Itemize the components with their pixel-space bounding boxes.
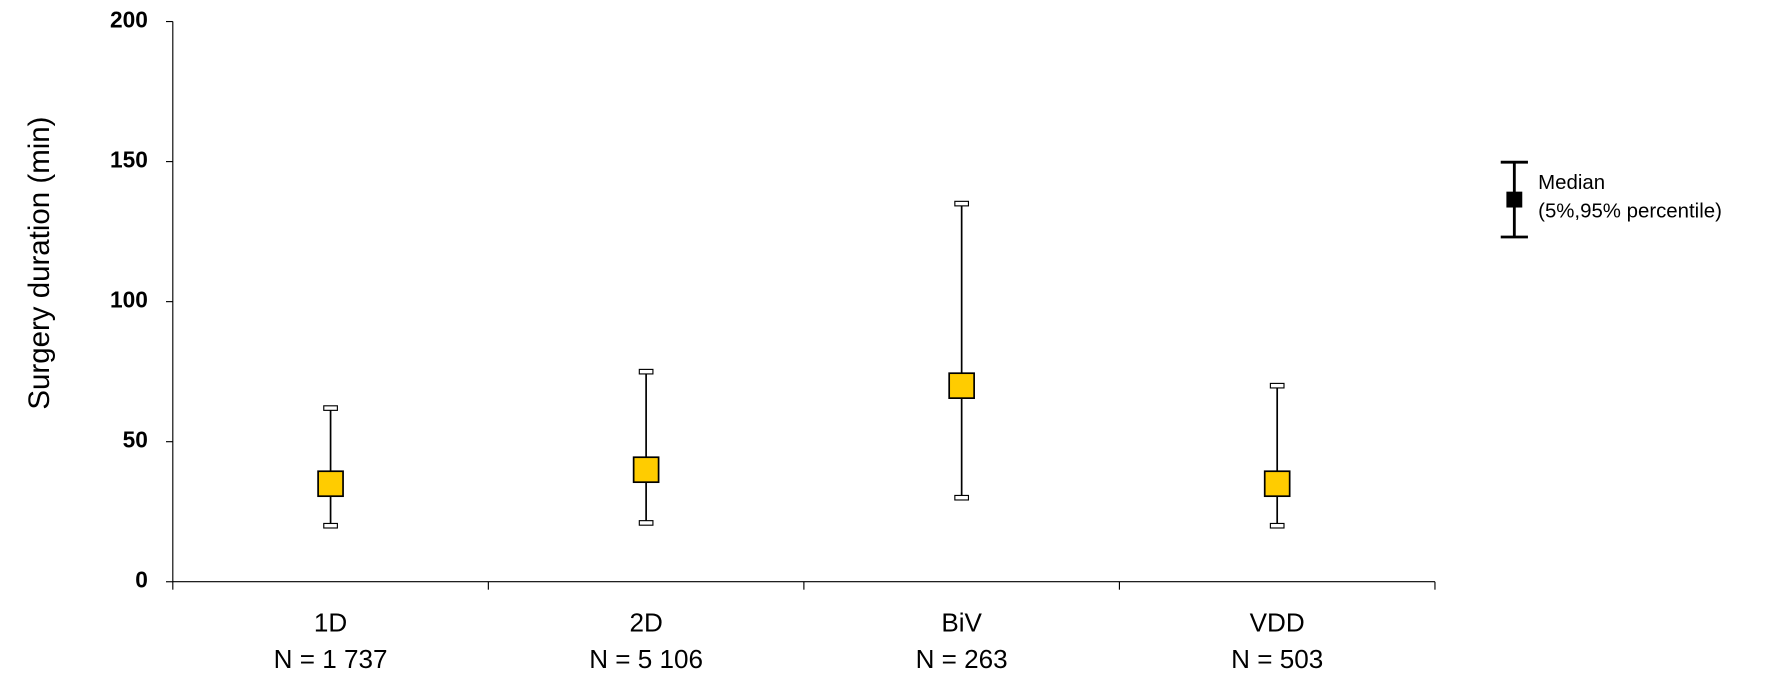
legend-icon xyxy=(1500,160,1528,239)
y-tick-label: 0 xyxy=(135,567,148,593)
median-marker xyxy=(948,372,975,399)
whisker-cap-low xyxy=(954,494,970,501)
y-tick-label: 100 xyxy=(110,287,148,313)
y-tick-label: 50 xyxy=(123,427,148,453)
sample-size-label: N = 5 106 xyxy=(589,644,703,674)
y-tick-label: 200 xyxy=(110,7,148,33)
median-marker xyxy=(317,470,344,498)
legend-label: (5%,95% percentile) xyxy=(1538,200,1722,222)
x-tick-label: 2D xyxy=(629,608,662,638)
whisker-cap-high xyxy=(954,200,970,207)
x-tick-label: 1D xyxy=(314,608,347,638)
legend-label: Median xyxy=(1538,172,1605,194)
whisker-cap-high xyxy=(323,405,338,411)
median-marker xyxy=(1263,470,1291,498)
whisker-cap-low xyxy=(638,520,654,526)
x-tick-label: BiV xyxy=(941,608,982,638)
whisker-cap-low xyxy=(323,522,338,529)
whisker-cap-high xyxy=(638,368,654,375)
whisker-cap-low xyxy=(1269,522,1285,529)
x-tick-label: VDD xyxy=(1250,608,1305,638)
median-marker xyxy=(632,456,660,484)
whisker-cap-high xyxy=(1269,382,1285,389)
sample-size-label: N = 263 xyxy=(916,644,1008,674)
sample-size-label: N = 1 737 xyxy=(274,644,388,674)
y-axis-title: Surgery duration (min) xyxy=(23,117,56,410)
y-tick-label: 150 xyxy=(110,147,148,173)
sample-size-label: N = 503 xyxy=(1231,644,1323,674)
